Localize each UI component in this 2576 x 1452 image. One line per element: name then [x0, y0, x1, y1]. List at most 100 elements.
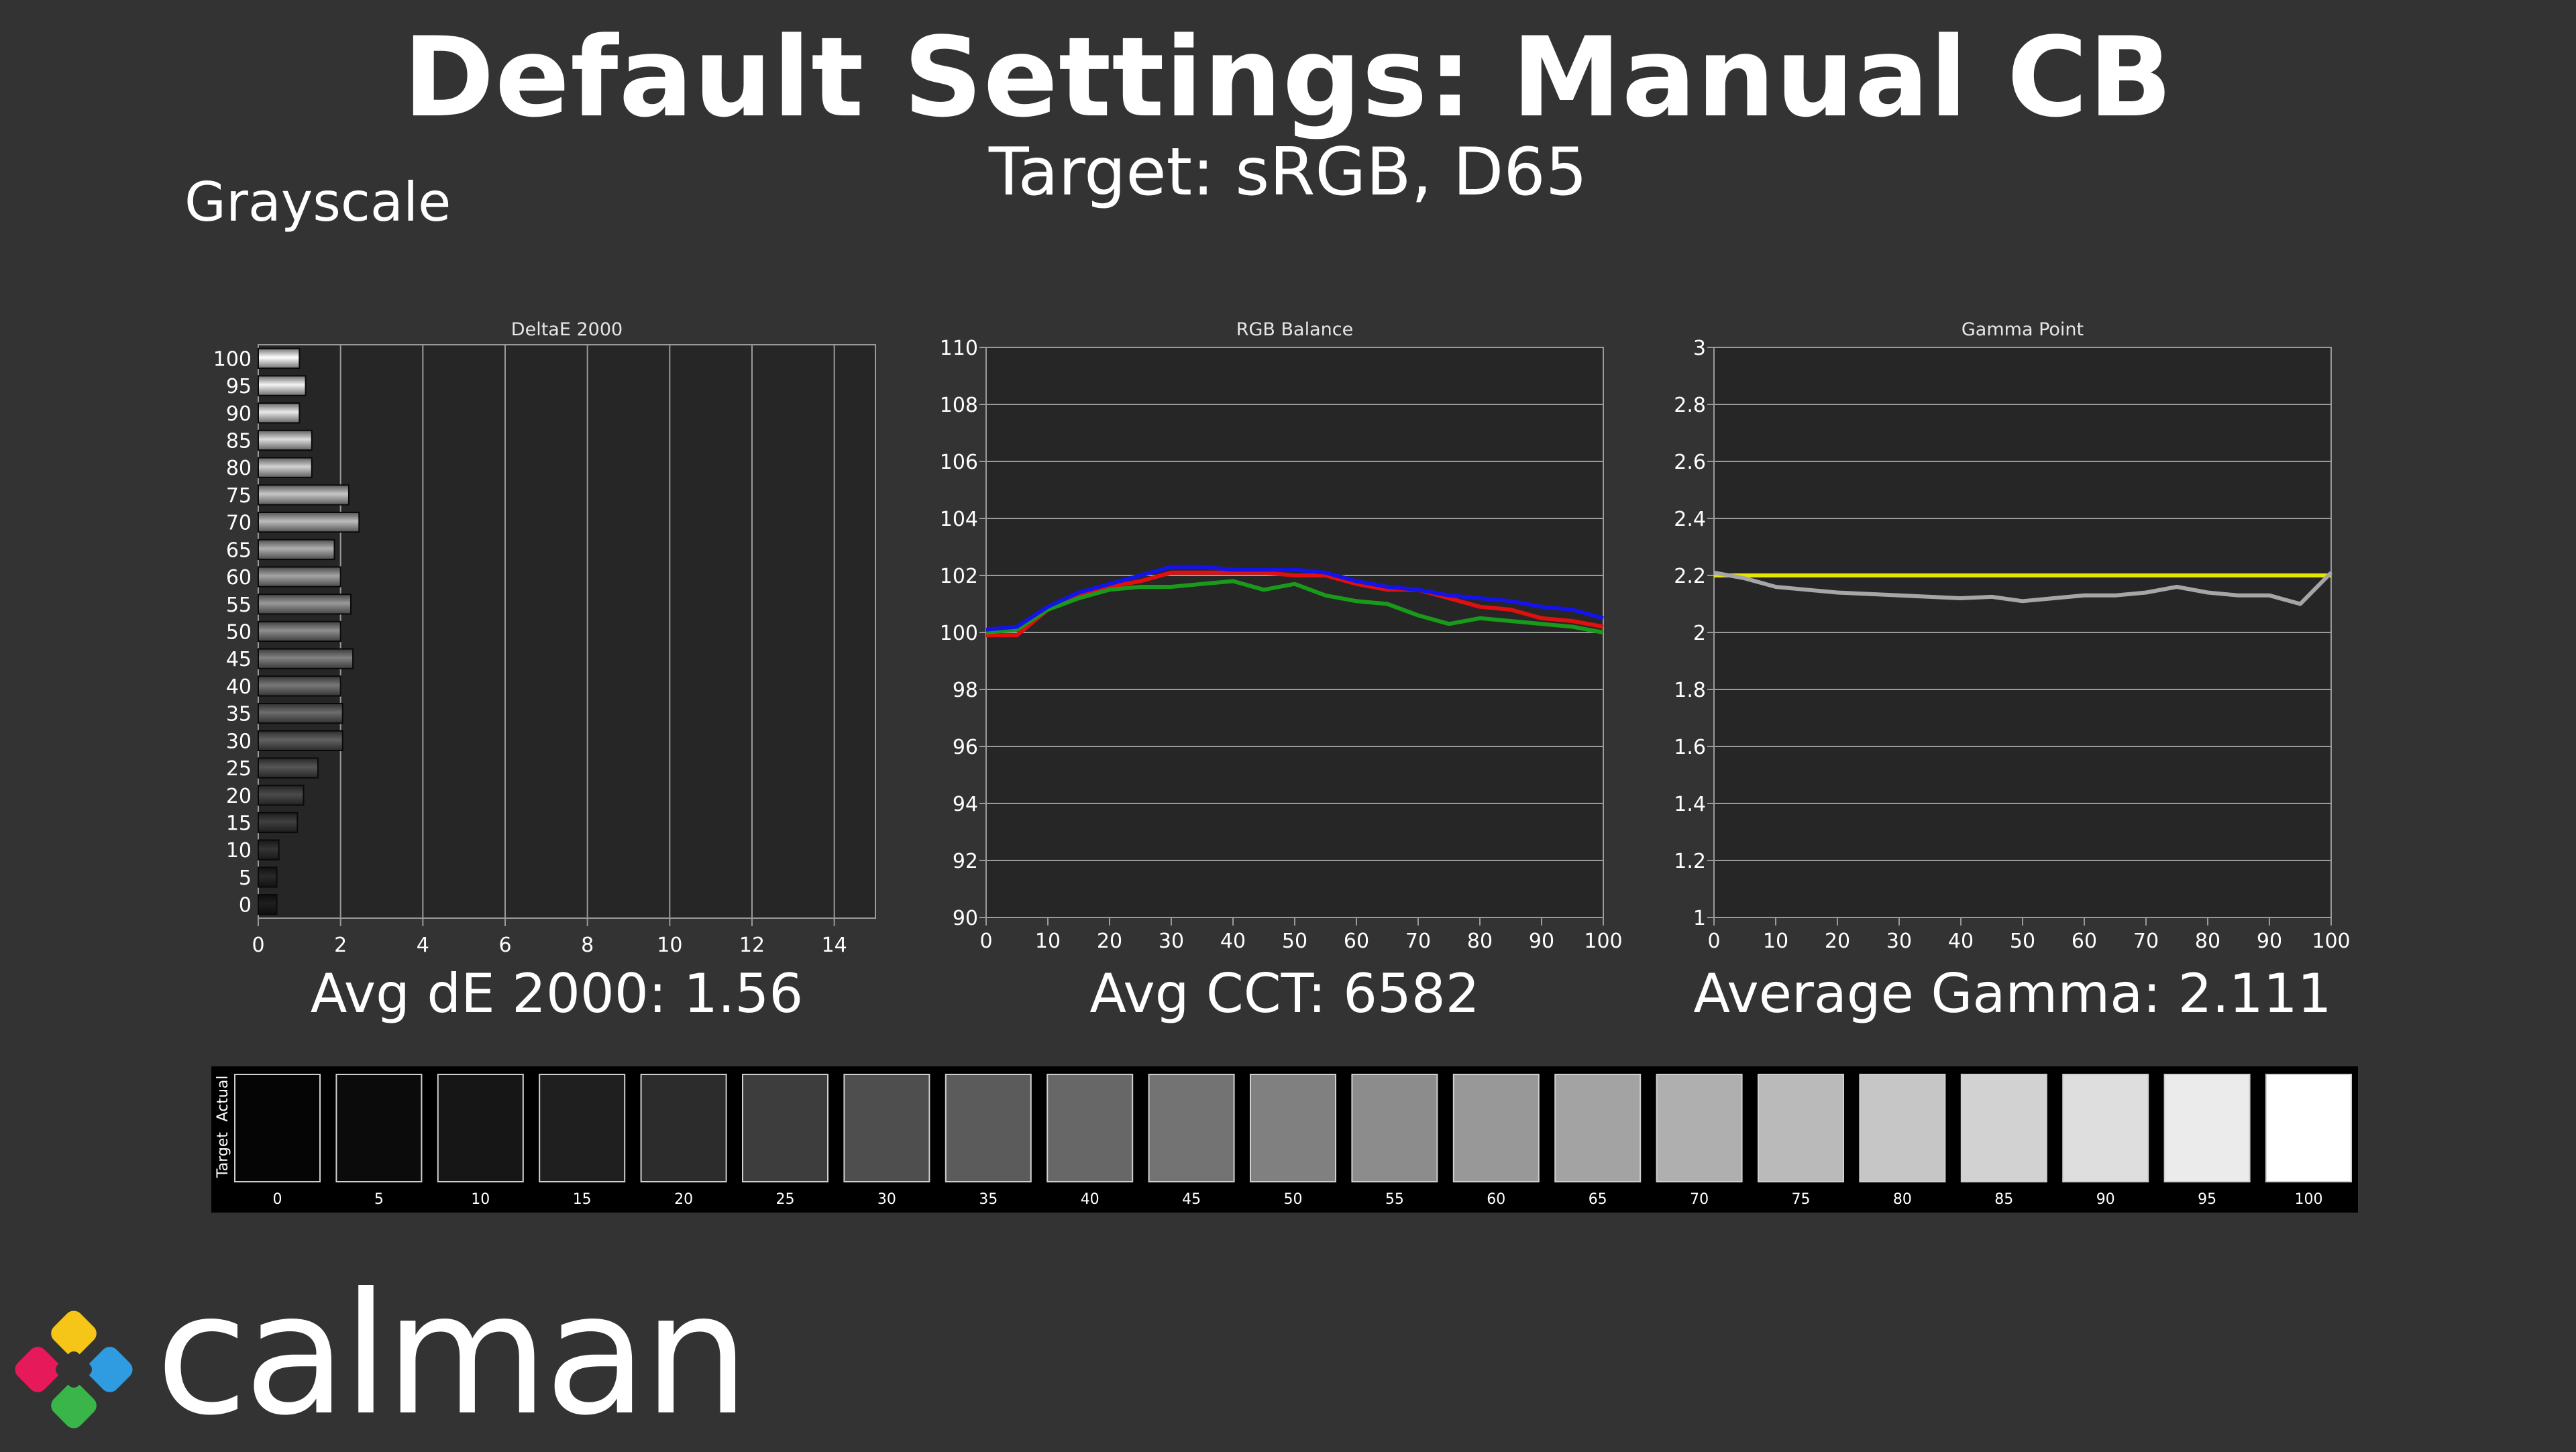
y-tick-label: 5 — [239, 867, 252, 890]
x-tick-label: 100 — [1584, 930, 1622, 953]
page-subtitle: Target: sRGB, D65 — [988, 134, 1588, 211]
gamma-chart-title: Gamma Point — [1961, 319, 2084, 340]
calman-logo-icon — [15, 1310, 133, 1429]
deltae-bar — [258, 730, 343, 752]
y-tick-label: 1.8 — [1674, 679, 1706, 702]
y-tick-label: 95 — [226, 375, 252, 398]
y-tick-label: 0 — [239, 894, 252, 917]
y-tick-label: 10 — [226, 839, 252, 862]
x-tick-label: 14 — [822, 934, 847, 957]
y-tick-label: 35 — [226, 703, 252, 726]
deltae-chart: 0 2 4 6 8 10 12 14 0 5 10 15 20 25 30 35 40 45 50 55 60 65 70 7… — [213, 344, 876, 957]
swatch-label: 65 — [1589, 1191, 1607, 1208]
x-tick-label: 100 — [2312, 930, 2350, 953]
swatch-label: 5 — [374, 1191, 384, 1208]
deltae-bar — [258, 594, 352, 615]
green-series-line — [985, 579, 1604, 634]
grayscale-swatch — [2062, 1074, 2149, 1182]
calman-wordmark: calman — [156, 1257, 749, 1452]
x-tick-label: 4 — [417, 934, 429, 957]
grayscale-swatch — [640, 1074, 727, 1182]
y-tick-label: 2.6 — [1674, 451, 1706, 474]
x-tick-label: 30 — [1886, 930, 1912, 953]
y-tick-label: 106 — [940, 451, 978, 474]
swatch-label: 80 — [1893, 1191, 1912, 1208]
blue-series-line — [985, 565, 1604, 632]
grayscale-swatch — [742, 1074, 828, 1182]
deltae-bar — [258, 429, 313, 451]
x-tick-label: 20 — [1097, 930, 1122, 953]
avg-de-summary: Avg dE 2000: 1.56 — [310, 962, 804, 1025]
x-tick-label: 12 — [739, 934, 765, 957]
y-tick-label: 75 — [226, 484, 252, 508]
grayscale-swatch — [1452, 1074, 1540, 1182]
avg-cct-summary: Avg CCT: 6582 — [1089, 962, 1480, 1025]
swatch-label: 85 — [1994, 1191, 2013, 1208]
grayscale-swatch-strip: Actual Target 0 5 10 15 20 25 30 35 40 45 50 55 60 65 70… — [211, 1066, 2358, 1213]
deltae-bar — [258, 620, 341, 643]
x-tick-label: 80 — [1467, 930, 1493, 953]
grayscale-swatch — [1351, 1074, 1438, 1182]
y-tick-label: 110 — [940, 337, 978, 360]
deltae-bar — [258, 812, 299, 834]
swatch-label: 100 — [2295, 1191, 2323, 1208]
deltae-bar — [258, 484, 350, 506]
deltae-bar — [258, 785, 305, 806]
plot-area — [258, 345, 875, 918]
swatch-label: 10 — [471, 1191, 490, 1208]
y-tick-label: 2.8 — [1674, 394, 1706, 417]
swatch-label: 70 — [1690, 1191, 1709, 1208]
grayscale-swatch — [1148, 1074, 1235, 1182]
y-tick-label: 45 — [226, 648, 252, 671]
x-tick-label: 0 — [252, 934, 264, 957]
rgb-balance-chart-title: RGB Balance — [1236, 319, 1354, 340]
y-tick-label: 1.4 — [1674, 793, 1706, 816]
deltae-bar — [258, 839, 280, 860]
deltae-bar — [258, 893, 278, 915]
y-tick-label: 1.6 — [1674, 736, 1706, 759]
x-tick-label: 40 — [1948, 930, 1974, 953]
swatch-label: 45 — [1182, 1191, 1201, 1208]
y-tick-label: 70 — [226, 512, 252, 535]
deltae-bar — [258, 375, 307, 396]
y-tick-label: 25 — [226, 757, 252, 781]
deltae-bar — [258, 648, 354, 669]
y-tick-label: 1.2 — [1674, 850, 1706, 873]
x-tick-label: 10 — [1035, 930, 1061, 953]
grayscale-swatch — [335, 1074, 423, 1182]
section-label: Grayscale — [184, 171, 451, 233]
x-tick-label: 60 — [1344, 930, 1369, 953]
swatch-label: 60 — [1487, 1191, 1505, 1208]
grayscale-swatch — [1046, 1074, 1134, 1182]
y-tick-label: 104 — [940, 508, 978, 531]
red-series-line — [986, 570, 1604, 638]
swatch-label: 25 — [776, 1191, 795, 1208]
swatch-label: 75 — [1792, 1191, 1811, 1208]
swatch-label: 35 — [979, 1191, 998, 1208]
grayscale-swatch — [2265, 1074, 2352, 1182]
deltae-bar — [258, 402, 301, 424]
grayscale-swatch — [1250, 1074, 1336, 1182]
swatch-label: 95 — [2198, 1191, 2216, 1208]
grayscale-swatch — [1960, 1074, 2047, 1182]
y-tick-label: 92 — [953, 850, 978, 873]
plot-border — [1713, 347, 2332, 918]
y-tick-label: 100 — [213, 347, 252, 371]
swatch-label: 50 — [1284, 1191, 1303, 1208]
y-tick-label: 96 — [953, 736, 978, 759]
deltae-bar — [258, 675, 341, 697]
deltae-bar — [258, 566, 341, 588]
x-tick-label: 50 — [2010, 930, 2035, 953]
deltae-bar — [258, 511, 360, 533]
swatch-label: 55 — [1385, 1191, 1404, 1208]
x-tick-label: 80 — [2195, 930, 2220, 953]
y-tick-label: 20 — [226, 785, 252, 808]
y-tick-label: 15 — [226, 812, 252, 836]
y-tick-label: 30 — [226, 730, 252, 753]
deltae-chart-title: DeltaE 2000 — [511, 319, 623, 340]
swatch-label: 30 — [877, 1191, 896, 1208]
page-title: Default Settings: Manual CB — [402, 13, 2174, 142]
x-tick-label: 0 — [1707, 930, 1720, 953]
swatch-label: 0 — [273, 1191, 282, 1208]
grayscale-swatch — [1656, 1074, 1743, 1182]
